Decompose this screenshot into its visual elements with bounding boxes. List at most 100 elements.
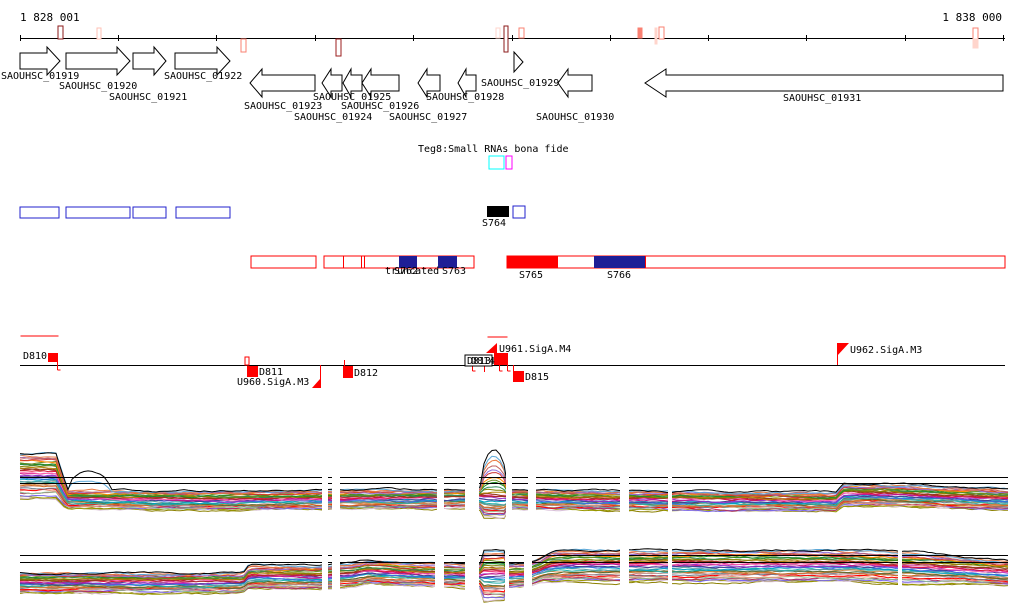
variant-tick[interactable] xyxy=(503,25,509,53)
gene-label: SAOUHSC_01924 xyxy=(294,112,372,123)
gene-label: SAOUHSC_01922 xyxy=(164,71,242,82)
s764-blue-box[interactable] xyxy=(512,205,526,219)
blue-annotation-box[interactable] xyxy=(132,206,167,219)
flag-box[interactable] xyxy=(247,366,258,377)
s764-label: S764 xyxy=(482,218,506,229)
variant-tick[interactable] xyxy=(518,27,525,39)
missing-data-gap xyxy=(465,546,479,604)
segment-blue-fill[interactable] xyxy=(438,256,457,268)
gene-arrow-reverse[interactable] xyxy=(361,67,400,99)
flag-triangle[interactable] xyxy=(486,343,497,353)
variant-tick[interactable] xyxy=(972,38,979,49)
variant-tick[interactable] xyxy=(57,25,64,40)
signal-curve xyxy=(19,458,1009,498)
missing-data-gap xyxy=(332,446,340,530)
gene-arrow-reverse[interactable] xyxy=(557,67,593,99)
missing-data-gap xyxy=(528,446,536,530)
variant-tick[interactable] xyxy=(658,26,665,40)
flag-triangle[interactable] xyxy=(312,379,320,388)
gene-arrow-forward[interactable] xyxy=(65,45,131,77)
signal-curve xyxy=(19,548,1009,576)
flag-box[interactable] xyxy=(513,371,524,382)
missing-data-gap xyxy=(332,546,340,604)
gene-label: SAOUHSC_01919 xyxy=(1,71,79,82)
flag-label: D811 xyxy=(259,367,283,378)
gene-arrow-forward[interactable] xyxy=(19,45,61,77)
signal-curve xyxy=(19,552,1009,579)
gene-arrow-reverse[interactable] xyxy=(457,67,477,99)
signal-curve xyxy=(19,491,1009,513)
gene-arrow-reverse[interactable] xyxy=(321,67,343,99)
missing-data-gap xyxy=(435,546,444,604)
signal-curve xyxy=(19,569,1009,589)
segment-blue-fill[interactable] xyxy=(594,256,645,268)
missing-data-gap xyxy=(322,446,328,530)
gene-arrow-reverse[interactable] xyxy=(249,67,316,99)
flag-box[interactable] xyxy=(494,353,508,365)
flag-label: D810 xyxy=(23,351,47,362)
gene-arrow-forward[interactable] xyxy=(174,45,231,77)
variant-tick[interactable] xyxy=(637,27,643,39)
flag-label: U961.SigA.M4 xyxy=(499,344,571,355)
s764-box[interactable] xyxy=(487,206,509,217)
signal-curve xyxy=(19,554,1008,580)
gene-label: SAOUHSC_01925 xyxy=(313,92,391,103)
gene-arrow-reverse[interactable] xyxy=(342,67,363,99)
srna-note-box[interactable] xyxy=(505,155,513,170)
segment-label: S762 xyxy=(394,266,418,277)
gene-label: SAOUHSC_01929 xyxy=(481,78,559,89)
coverage-panel-lower xyxy=(19,546,1009,604)
gene-arrow-small[interactable] xyxy=(513,50,524,74)
flag-label-selection-box[interactable] xyxy=(464,354,493,367)
flag-box[interactable] xyxy=(343,366,353,378)
segment-blue-fill[interactable] xyxy=(399,256,417,268)
ruler: 1 828 001 1 838 000 xyxy=(20,11,1005,57)
signal-curve xyxy=(19,575,1009,595)
gene-arrow-forward[interactable] xyxy=(132,45,167,77)
signal-curve xyxy=(19,487,1009,511)
variant-tick[interactable] xyxy=(96,27,102,40)
variant-tick[interactable] xyxy=(654,27,658,45)
signal-curve xyxy=(19,449,1008,494)
missing-data-gap xyxy=(668,446,672,530)
signal-curve xyxy=(19,559,1009,583)
segment-label: truncated xyxy=(385,266,439,277)
segment-outline[interactable] xyxy=(506,255,1006,269)
gene-label: SAOUHSC_01923 xyxy=(244,101,322,112)
variant-tick[interactable] xyxy=(335,38,342,57)
flag-triangle[interactable] xyxy=(837,343,849,356)
blue-annotation-box[interactable] xyxy=(19,206,60,219)
blue-annotation-track: S764 xyxy=(19,205,526,229)
segment-red-fill[interactable] xyxy=(507,256,558,268)
missing-data-gap xyxy=(505,546,509,604)
variant-tick[interactable] xyxy=(495,27,501,39)
gene-label: SAOUHSC_01930 xyxy=(536,112,614,123)
blue-annotation-box[interactable] xyxy=(65,206,131,219)
srna-note-label: Teg8:Small RNAs bona fide xyxy=(418,144,569,155)
flag-label: D814 xyxy=(471,356,495,367)
missing-data-gap xyxy=(620,546,629,604)
flag-box[interactable] xyxy=(48,353,58,362)
gene-arrow-reverse[interactable] xyxy=(644,68,1004,98)
blue-annotation-box[interactable] xyxy=(175,206,231,219)
coverage-panel-lower-curves xyxy=(19,548,1009,603)
gene-label: SAOUHSC_01926 xyxy=(341,101,419,112)
srna-note-box[interactable] xyxy=(488,155,505,170)
segment-outline[interactable] xyxy=(250,255,317,269)
variant-tick[interactable] xyxy=(972,27,979,40)
gene-label: SAOUHSC_01931 xyxy=(783,93,861,104)
gene-arrow-reverse[interactable] xyxy=(417,67,441,99)
missing-data-gap xyxy=(322,546,328,604)
variant-tick[interactable] xyxy=(240,38,247,53)
flag-label: D812 xyxy=(354,368,378,379)
gene-label: SAOUHSC_01928 xyxy=(426,92,504,103)
missing-data-gap xyxy=(506,446,512,530)
segment-label: S766 xyxy=(607,270,631,281)
missing-data-gap xyxy=(668,546,672,604)
flag-box-outline[interactable] xyxy=(244,356,250,366)
